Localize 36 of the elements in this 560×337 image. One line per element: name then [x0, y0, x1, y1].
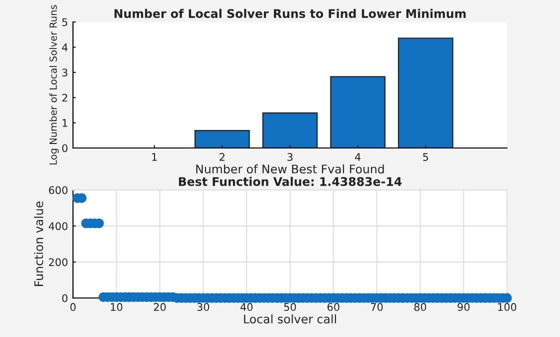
x-axis-title: Local solver call: [244, 314, 336, 324]
y-tick-label: 400: [48, 222, 68, 230]
bar: [398, 38, 454, 148]
x-tick-label: 4: [355, 153, 361, 161]
x-tick-label: 10: [110, 303, 122, 311]
x-tick-label: 1: [152, 153, 157, 161]
y-tick-label: 3: [62, 68, 68, 77]
x-axis-title: Number of New Best Fval Found: [196, 164, 384, 174]
x-tick-label: 20: [154, 303, 166, 311]
x-tick-label: 30: [197, 303, 210, 311]
y-tick-label: 4: [62, 44, 68, 52]
y-tick-label: 600: [48, 186, 68, 194]
x-tick-label: 40: [240, 303, 253, 311]
y-tick-label: 1: [62, 119, 68, 127]
x-tick-label: 3: [287, 153, 292, 161]
x-tick-label: 50: [284, 303, 296, 311]
x-tick-label: 0: [70, 303, 76, 311]
y-tick-label: 200: [49, 258, 68, 266]
x-tick-label: 2: [220, 153, 224, 161]
x-tick-label: 60: [328, 303, 340, 311]
y-axis-title: Function value: [34, 202, 44, 286]
bar: [194, 130, 250, 148]
chart-title: Number of Local Solver Runs to Find Lower Minimum: [114, 8, 466, 18]
x-tick-label: 80: [414, 303, 426, 311]
x-tick-label: 90: [458, 303, 470, 311]
y-tick-label: 0: [62, 144, 68, 152]
y-tick-label: 2: [62, 94, 68, 102]
bar: [330, 76, 386, 148]
x-tick-label: 70: [371, 303, 383, 311]
x-tick-label: 100: [498, 303, 516, 311]
y-tick-label: 5: [62, 18, 68, 26]
chart-title: Best Function Value: 1.43883e-14: [178, 176, 402, 186]
y-tick-label: 0: [62, 294, 68, 302]
y-axis-title: Log Number of Local Solver Runs: [49, 5, 59, 164]
x-tick-label: 5: [423, 153, 428, 161]
bar: [262, 112, 318, 148]
